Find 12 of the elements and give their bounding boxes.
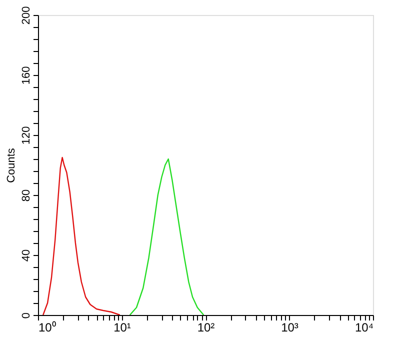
y-tick-label: 160 <box>20 66 32 85</box>
x-tick-label: 10⁰ <box>38 320 56 334</box>
x-tick-label: 10¹ <box>114 320 131 334</box>
x-tick-label: 10² <box>197 320 215 334</box>
y-axis-title: Counts <box>6 148 18 183</box>
y-tick-label: 0 <box>20 312 32 319</box>
y-tick-label: 40 <box>20 249 32 262</box>
y-tick-label: 200 <box>20 6 32 25</box>
y-tick-label: 80 <box>20 189 32 202</box>
x-tick-label: 10³ <box>281 320 298 334</box>
y-tick-label: 120 <box>20 126 32 145</box>
x-tick-label: 10⁴ <box>354 320 374 334</box>
